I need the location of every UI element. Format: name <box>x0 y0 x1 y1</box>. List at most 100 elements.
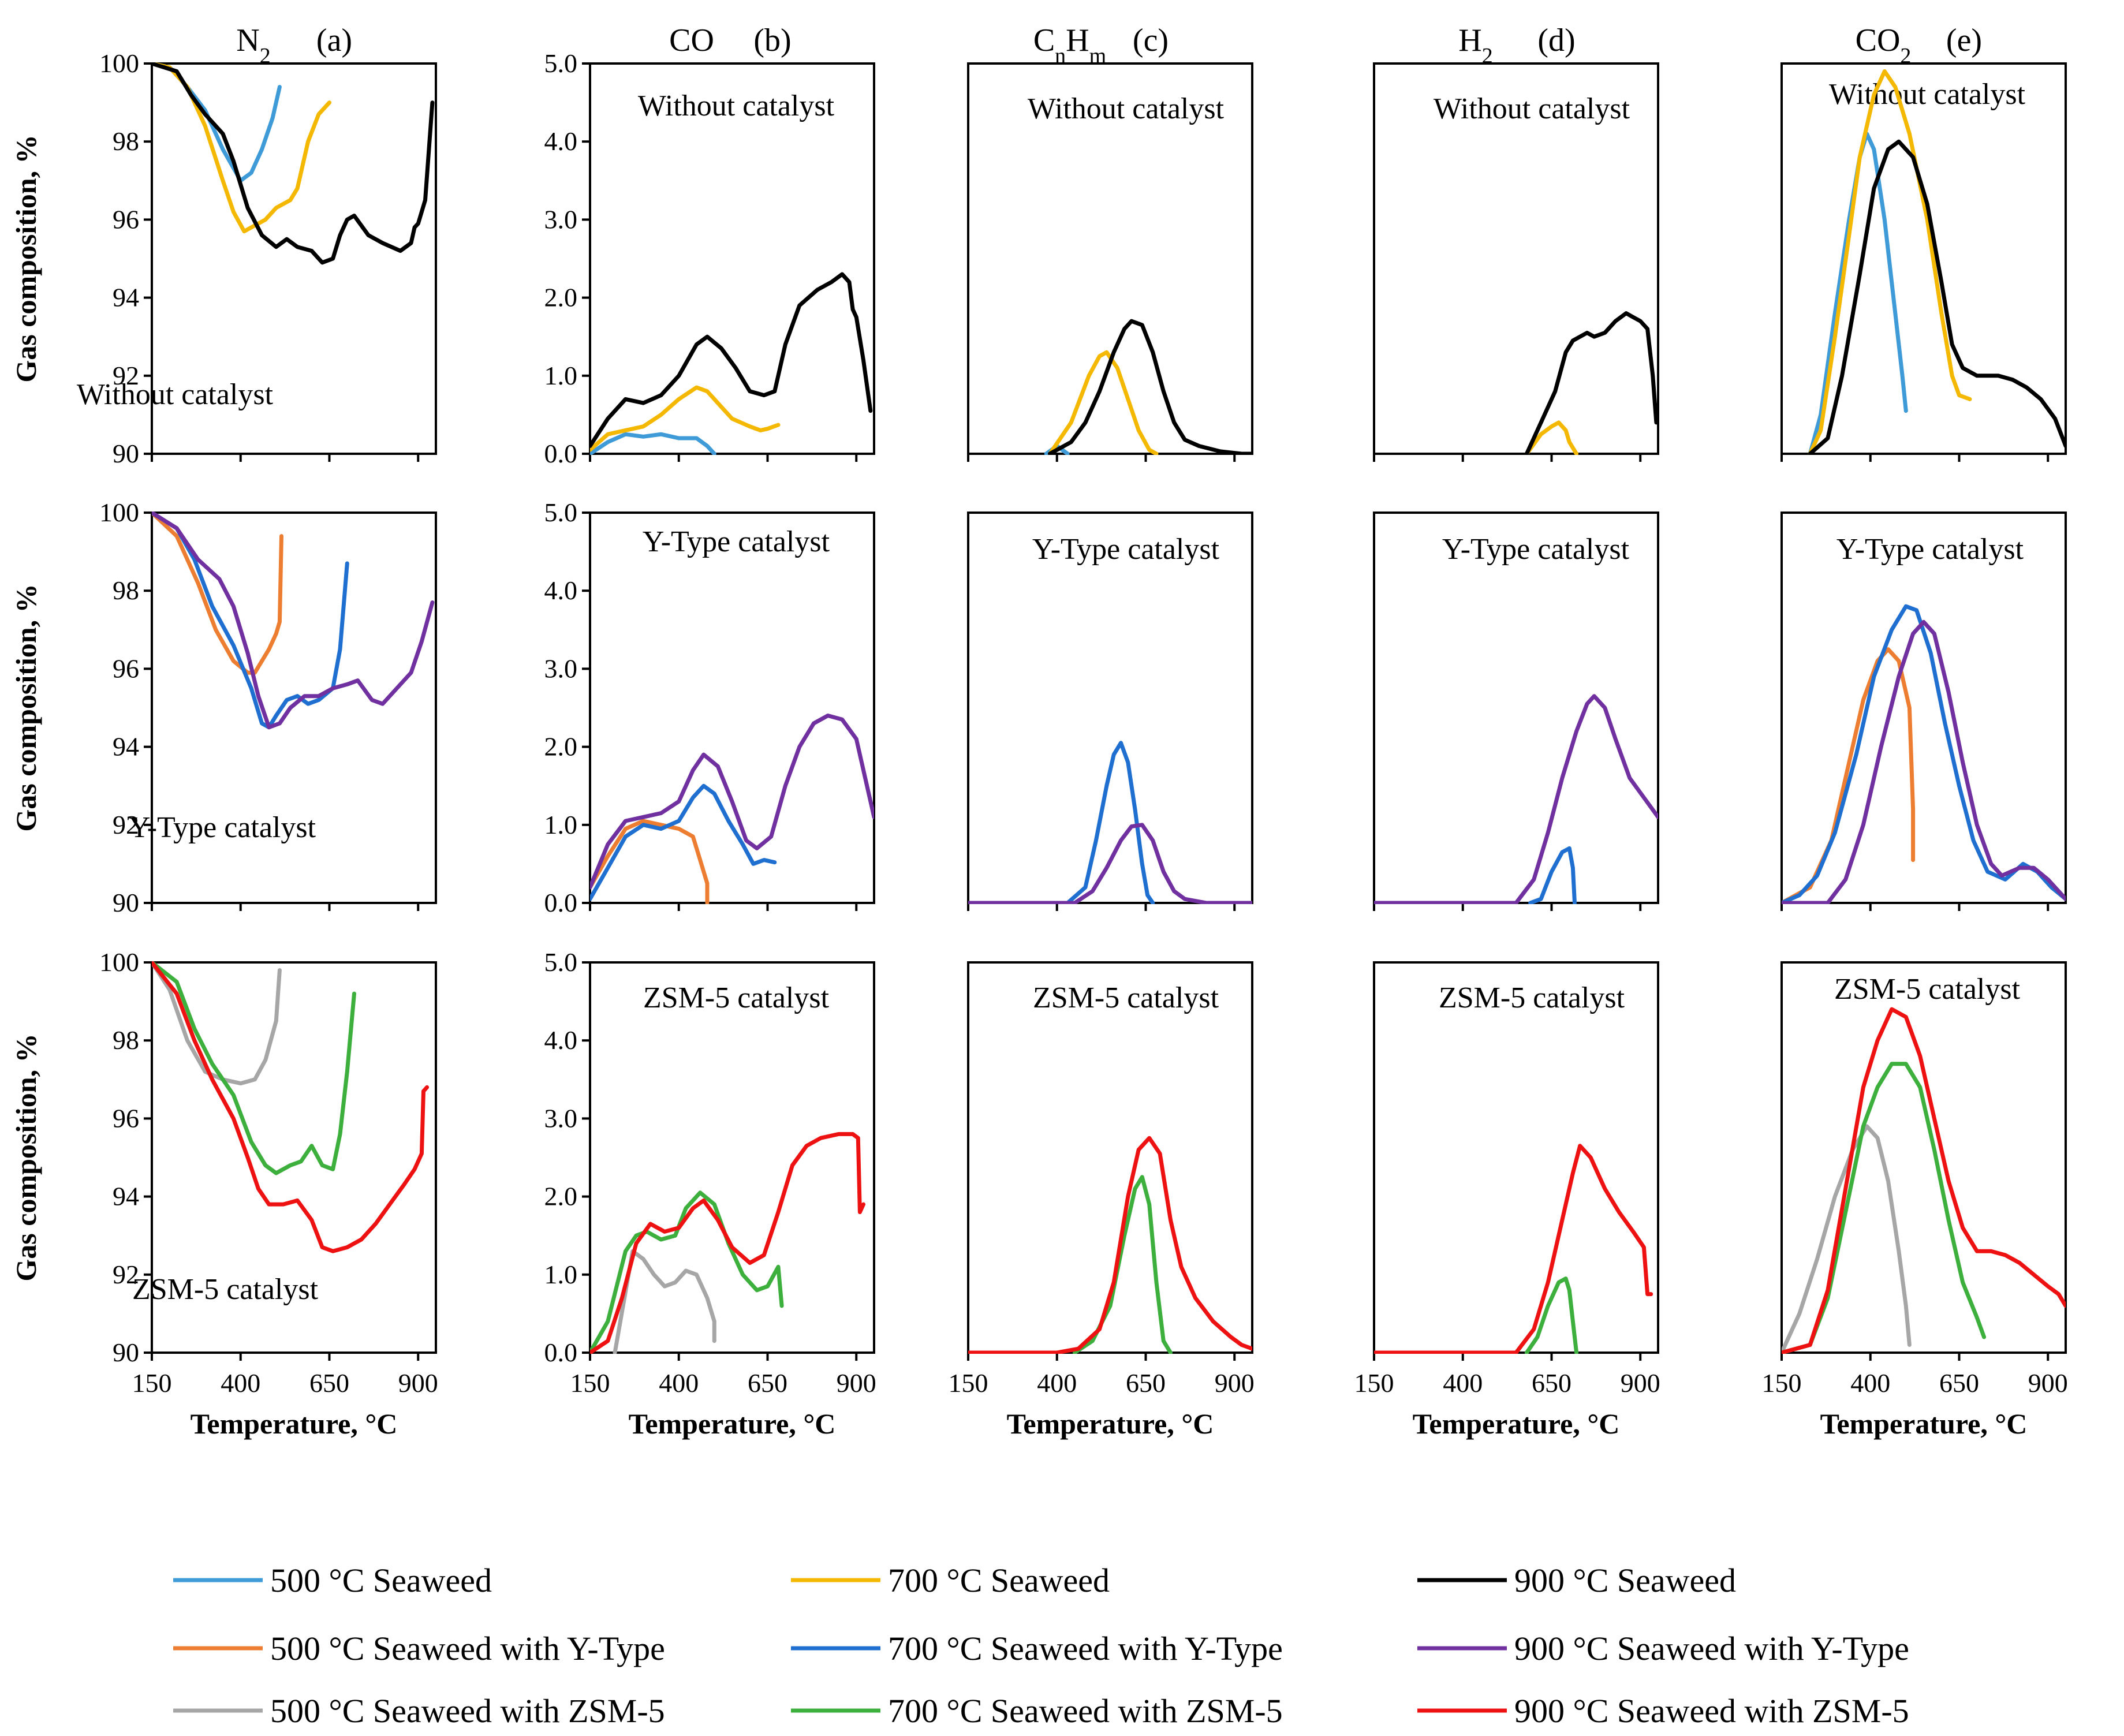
series-line-ZSM-H2-z900 <box>1374 1144 1653 1354</box>
y-tick-label-ZSM-CO-0.0: 0.0 <box>544 1338 578 1367</box>
series-line-ZSM-CO-z500 <box>613 1249 716 1354</box>
y-tick-label-none-N2-94: 94 <box>113 283 139 312</box>
panel-label-N2: (a) <box>316 23 352 58</box>
series-line-none-CnHm-s700 <box>1048 350 1159 455</box>
legend-label-s900: 900 °C Seaweed <box>1514 1562 1736 1599</box>
series-line-ZSM-CO2-z700 <box>1782 1062 1987 1354</box>
series-line-Y-CnHm-y900 <box>968 823 1252 904</box>
column-title-CO: CO <box>669 23 714 58</box>
x-tick-label-N2-400: 400 <box>221 1368 260 1398</box>
y-tick-label-ZSM-CO-3.0: 3.0 <box>544 1103 578 1133</box>
x-tick-label-CnHm-400: 400 <box>1037 1368 1077 1398</box>
x-axis-label-CO2: Temperature, °C <box>1820 1408 2028 1440</box>
series-line-none-CO-s900 <box>590 272 873 448</box>
x-tick-label-CO-400: 400 <box>659 1368 699 1398</box>
series-line-Y-CO-y500 <box>590 819 710 904</box>
series-line-none-CnHm-s900 <box>1048 319 1252 455</box>
y-tick-label-Y-N2-90: 90 <box>113 888 139 917</box>
y-tick-label-Y-N2-92: 92 <box>113 810 139 839</box>
x-tick-label-CO-900: 900 <box>837 1368 876 1398</box>
series-line-Y-H2-y700 <box>1528 846 1577 904</box>
y-tick-label-none-N2-90: 90 <box>113 439 139 468</box>
y-tick-label-ZSM-N2-90: 90 <box>113 1338 139 1367</box>
x-tick-label-N2-150: 150 <box>132 1368 172 1398</box>
panel-label-CO2: (e) <box>1946 23 1982 58</box>
x-tick-label-N2-900: 900 <box>398 1368 438 1398</box>
panel-frame-Y-N2 <box>151 512 437 904</box>
panel-annotation-Y-CnHm: Y-Type catalyst <box>1032 533 1220 566</box>
y-tick-label-none-CO-3.0: 3.0 <box>544 204 578 234</box>
panel-frame-ZSM-CO2 <box>1780 961 2067 1354</box>
series-line-Y-CnHm-y700 <box>968 741 1155 904</box>
panel-label-CO: (b) <box>753 23 791 58</box>
legend-label-s700: 700 °C Seaweed <box>888 1562 1110 1599</box>
y-tick-label-ZSM-CO-1.0: 1.0 <box>544 1260 578 1289</box>
y-tick-label-Y-CO-2.0: 2.0 <box>544 732 578 761</box>
panel-annotation-Y-N2: Y-Type catalyst <box>129 811 316 844</box>
legend-label-z500: 500 °C Seaweed with ZSM-5 <box>270 1692 665 1730</box>
series-line-none-CO2-s700 <box>1808 69 1972 455</box>
y-tick-label-ZSM-N2-96: 96 <box>113 1103 139 1133</box>
legend-label-y900: 900 °C Seaweed with Y-Type <box>1514 1630 1909 1667</box>
x-tick-label-CO2-150: 150 <box>1762 1368 1802 1398</box>
column-title-CO2: CO2 <box>1856 23 1912 68</box>
y-tick-label-Y-CO-5.0: 5.0 <box>544 498 578 527</box>
panel-annotation-ZSM-CO2: ZSM-5 catalyst <box>1834 973 2021 1006</box>
y-tick-label-ZSM-CO-5.0: 5.0 <box>544 947 578 977</box>
y-tick-label-ZSM-CO-2.0: 2.0 <box>544 1182 578 1211</box>
y-tick-label-Y-CO-4.0: 4.0 <box>544 576 578 605</box>
y-tick-label-Y-CO-0.0: 0.0 <box>544 888 578 917</box>
x-tick-label-CO2-400: 400 <box>1850 1368 1890 1398</box>
panel-frame-none-CO <box>589 62 875 455</box>
x-tick-label-CO-650: 650 <box>748 1368 787 1398</box>
x-tick-label-CO2-900: 900 <box>2028 1368 2068 1398</box>
panel-label-CnHm: (c) <box>1133 23 1169 58</box>
y-axis-label-none: Gas composition, % <box>10 135 42 382</box>
x-tick-label-CO2-650: 650 <box>1939 1368 1979 1398</box>
panel-annotation-Y-CO2: Y-Type catalyst <box>1836 533 2024 566</box>
series-line-Y-H2-y900 <box>1374 694 1658 904</box>
panel-annotation-ZSM-N2: ZSM-5 catalyst <box>132 1273 319 1306</box>
series-line-ZSM-CO-z700 <box>590 1190 784 1354</box>
panel-frame-ZSM-H2 <box>1373 961 1659 1354</box>
x-tick-label-CO-150: 150 <box>570 1368 610 1398</box>
legend-label-z700: 700 °C Seaweed with ZSM-5 <box>888 1692 1283 1730</box>
y-tick-label-Y-N2-96: 96 <box>113 654 139 683</box>
series-line-Y-N2-y500 <box>152 512 283 675</box>
series-line-none-CO-s700 <box>590 385 781 452</box>
column-title-H2: H2 <box>1458 23 1492 68</box>
panel-annotation-ZSM-H2: ZSM-5 catalyst <box>1439 981 1625 1014</box>
column-title-N2: N2 <box>236 23 270 68</box>
x-tick-label-H2-650: 650 <box>1532 1368 1571 1398</box>
panel-annotation-none-CO2: Without catalyst <box>1829 78 2026 111</box>
y-tick-label-none-CO-5.0: 5.0 <box>544 48 578 78</box>
series-line-none-H2-s900 <box>1524 311 1658 455</box>
x-tick-label-CnHm-650: 650 <box>1126 1368 1166 1398</box>
panel-frame-Y-CO2 <box>1780 512 2067 904</box>
y-tick-label-none-N2-92: 92 <box>113 361 139 390</box>
y-tick-label-ZSM-N2-92: 92 <box>113 1260 139 1289</box>
x-axis-label-H2: Temperature, °C <box>1413 1408 1620 1440</box>
series-line-Y-CO2-y900 <box>1782 619 2066 904</box>
legend-label-s500: 500 °C Seaweed <box>270 1562 492 1599</box>
panel-label-H2: (d) <box>1537 23 1575 58</box>
panel-annotation-ZSM-CO: ZSM-5 catalyst <box>643 981 830 1014</box>
legend-label-y700: 700 °C Seaweed with Y-Type <box>888 1630 1283 1667</box>
y-tick-label-Y-N2-100: 100 <box>99 498 139 527</box>
series-line-Y-N2-y900 <box>152 512 435 730</box>
series-line-ZSM-CO2-z900 <box>1782 1007 2066 1354</box>
panel-frame-none-N2 <box>151 62 437 455</box>
y-tick-label-none-N2-98: 98 <box>113 126 139 156</box>
series-line-none-CO-s500 <box>590 432 716 455</box>
y-tick-label-Y-CO-3.0: 3.0 <box>544 654 578 683</box>
y-axis-label-Y: Gas composition, % <box>10 584 42 831</box>
x-axis-label-N2: Temperature, °C <box>191 1408 398 1440</box>
series-line-none-CO2-s900 <box>1808 139 2066 455</box>
series-line-ZSM-CnHm-z700 <box>1073 1175 1173 1354</box>
series-line-ZSM-H2-z700 <box>1524 1276 1579 1354</box>
y-tick-label-Y-CO-1.0: 1.0 <box>544 810 578 839</box>
panel-frame-Y-CO <box>589 512 875 904</box>
series-line-none-N2-s700 <box>152 62 331 234</box>
panel-annotation-none-N2: Without catalyst <box>77 378 274 411</box>
y-tick-label-none-CO-0.0: 0.0 <box>544 439 578 468</box>
